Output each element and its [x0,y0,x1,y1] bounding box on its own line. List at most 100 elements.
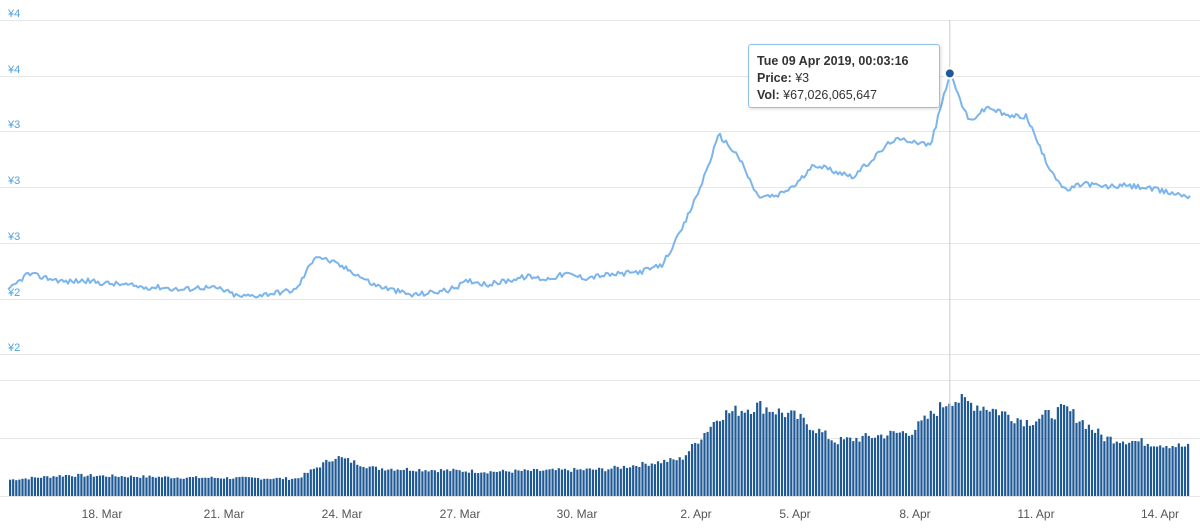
volume-bar [573,468,576,496]
volume-bar [1115,441,1118,496]
volume-bar [1112,443,1115,496]
volume-bar [241,476,244,496]
volume-bar [802,417,805,496]
volume-bar [80,473,83,496]
volume-bar [244,476,247,496]
volume-bar [303,472,306,496]
volume-bar [272,478,275,496]
volume-bar [582,470,585,496]
volume-bar [334,458,337,496]
volume-bar [449,471,452,496]
volume-bar [365,468,368,496]
volume-bar [9,479,12,496]
volume-bar [461,471,464,496]
volume-bar [154,477,157,496]
volume-bar [120,476,123,496]
volume-bar [1140,438,1143,496]
volume-bar [839,437,842,496]
volume-bar [294,478,297,496]
date-tick-label: 21. Mar [204,507,245,521]
volume-bar [774,414,777,496]
volume-bar [1137,441,1140,496]
volume-bar [858,441,861,496]
volume-bar [715,420,718,496]
tooltip-vol-row: Vol: ¥67,026,065,647 [757,87,931,104]
volume-bar [951,405,954,496]
volume-bar [269,479,272,496]
volume-bar [749,414,753,496]
volume-bar [1028,425,1032,496]
volume-bar [610,468,613,496]
volume-bar [198,478,201,496]
volume-bar [997,415,1001,496]
volume-bar [455,469,458,496]
volume-bar [904,433,908,496]
volume-bar [1019,419,1022,496]
volume-bar [960,394,963,496]
volume-bar [982,406,985,496]
volume-bar [322,462,325,496]
date-tick-label: 30. Mar [557,507,598,521]
volume-bar [306,472,309,496]
volume-bar [1059,404,1063,496]
volume-bar [700,439,703,496]
volume-bar [77,473,80,496]
volume-bar [1056,407,1059,496]
volume-bar [393,470,396,496]
volume-bar [501,469,505,496]
volume-bar [356,464,359,496]
volume-bar [312,468,315,496]
volume-bar [58,475,61,496]
volume-bar [706,431,709,496]
volume-bar [669,458,672,496]
volume-bar [598,467,601,496]
volume-bar [653,464,656,496]
volume-bar [446,469,449,496]
volume-bar [1159,445,1162,496]
volume-bar [811,430,815,496]
volume-bar [756,402,759,496]
volume-bar [514,469,517,496]
volume-bar [1109,436,1112,496]
volume-bar [1103,441,1106,496]
date-tick-label: 14. Apr [1141,507,1179,521]
volume-bar [539,471,542,496]
volume-bar [117,477,120,496]
volume-bar [917,421,920,496]
volume-bar [61,476,64,496]
volume-bar [402,469,405,496]
volume-bar [148,475,151,496]
date-tick-label: 11. Apr [1017,507,1054,521]
volume-bar [551,468,554,496]
volume-bar [291,478,294,496]
volume-bar [1035,421,1038,496]
volume-bar [629,467,632,496]
volume-bar [740,410,743,496]
volume-bar [207,477,210,496]
volume-bar [213,477,216,496]
volume-bar [229,479,232,496]
volume-bar [495,472,498,496]
volume-bar [390,468,393,496]
volume-bar [430,470,433,496]
volume-bar [191,477,195,496]
volume-bar [691,444,694,496]
volume-bar [601,468,604,496]
volume-bar [1100,434,1103,496]
volume-bar [557,468,560,496]
volume-bar [920,420,923,496]
volume-bar [877,435,880,496]
volume-bar [1066,406,1069,496]
volume-bar [266,478,269,496]
volume-bar [288,479,291,496]
volume-bar [123,476,126,496]
volume-bar [1174,447,1177,496]
volume-bar [963,397,966,496]
volume-bar [641,461,644,496]
volume-bar [27,479,30,496]
volume-bar [973,410,976,496]
date-tick-label: 24. Mar [322,507,363,521]
volume-bar [129,475,133,496]
volume-bar [408,470,412,496]
volume-bar [1128,442,1131,496]
